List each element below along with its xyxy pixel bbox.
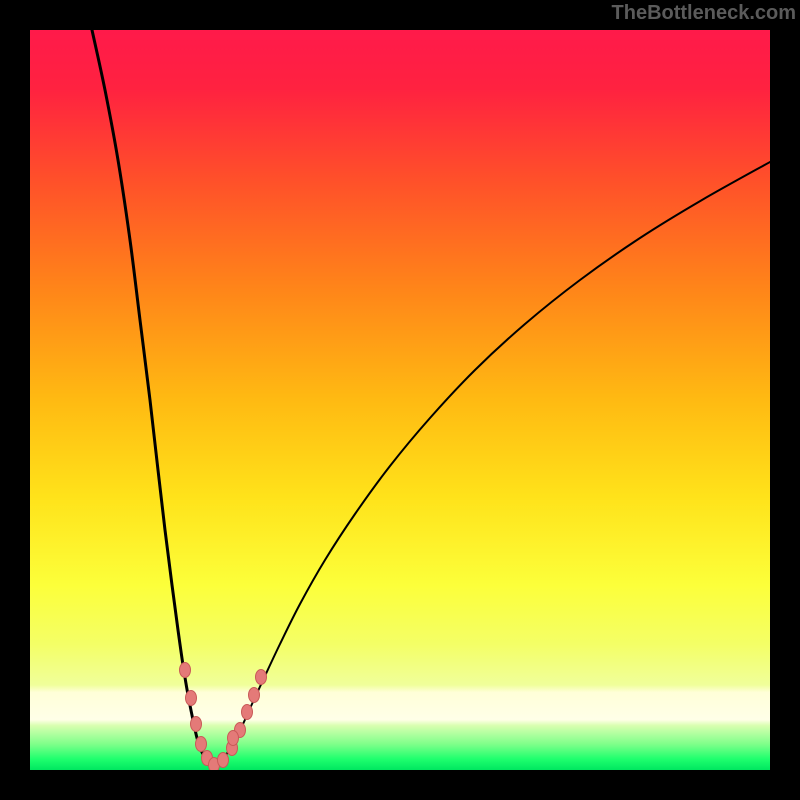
data-marker xyxy=(228,731,239,746)
watermark-text: TheBottleneck.com xyxy=(612,2,796,25)
data-marker xyxy=(186,691,197,706)
chart-frame xyxy=(0,0,800,800)
data-marker xyxy=(191,717,202,732)
data-marker xyxy=(196,737,207,752)
data-marker xyxy=(180,663,191,678)
data-marker xyxy=(249,688,260,703)
plot-area xyxy=(30,30,770,770)
right-branch-curve xyxy=(213,162,770,765)
data-marker xyxy=(242,705,253,720)
data-marker xyxy=(256,670,267,685)
bottleneck-curve-layer xyxy=(30,30,770,770)
data-marker xyxy=(218,753,229,768)
left-branch-curve xyxy=(92,30,213,765)
